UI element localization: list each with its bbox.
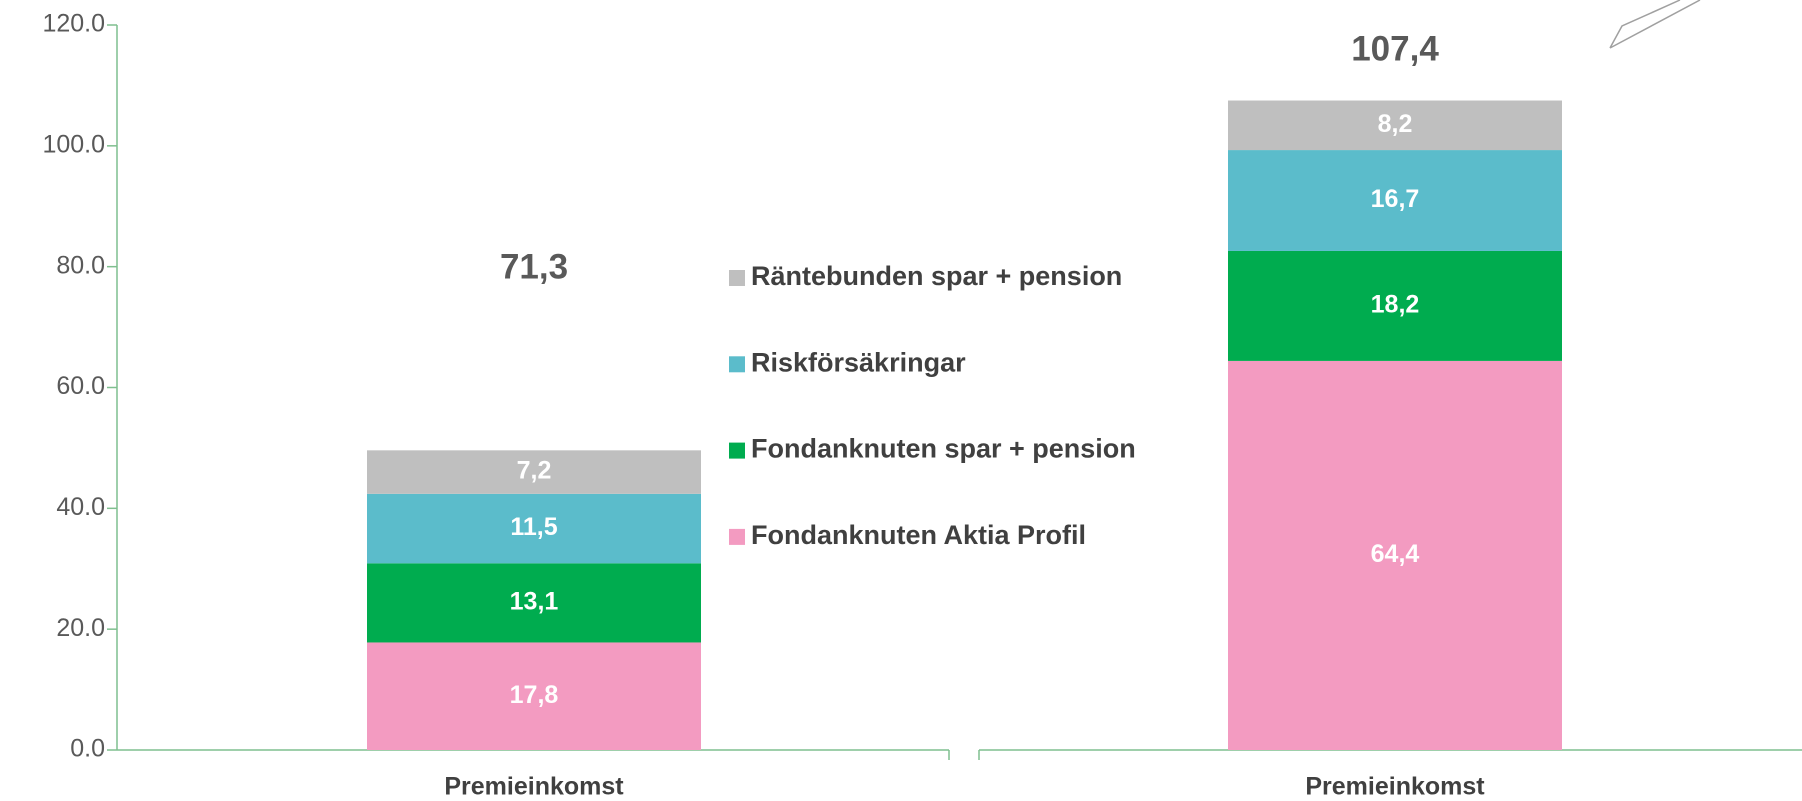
x-tick-label: Premieinkomst (1305, 773, 1485, 801)
data-label: 18,2 (1371, 291, 1420, 319)
y-tick-label: 20.0 (56, 614, 105, 642)
data-label: 11,5 (510, 513, 557, 541)
bar-segment (1228, 250, 1562, 361)
legend-swatch (729, 356, 745, 373)
legend-swatch (729, 270, 745, 286)
bar-segment (367, 642, 701, 750)
total-label: 107,4 (1351, 29, 1439, 68)
bar-segment (367, 493, 701, 564)
data-label: 7,2 (517, 457, 552, 485)
bar-segment (1228, 100, 1562, 151)
legend-swatch (729, 442, 745, 459)
y-tick-label: 60.0 (56, 372, 105, 400)
x-tick-label: Premieinkomst (444, 773, 624, 801)
bar-segment (367, 450, 701, 494)
y-tick-label: 120.0 (42, 10, 105, 38)
y-tick-label: 0.0 (70, 735, 105, 763)
bar-segment (1228, 360, 1562, 750)
legend-label: Fondanknuten Aktia Profil (751, 520, 1086, 550)
callout-shape (1609, 0, 1701, 49)
legend-label: Fondanknuten spar + pension (751, 434, 1136, 464)
legend-label: Räntebunden spar + pension (751, 261, 1122, 291)
y-tick-label: 100.0 (42, 130, 105, 158)
bar-segment (1228, 150, 1562, 251)
y-tick-label: 40.0 (56, 493, 105, 521)
total-label: 71,3 (500, 247, 568, 286)
data-label: 8,2 (1378, 110, 1413, 138)
legend-label: Riskförsäkringar (751, 347, 966, 377)
data-label: 16,7 (1371, 185, 1420, 213)
y-tick-label: 80.0 (56, 251, 105, 279)
legend-swatch (729, 528, 745, 545)
bar-segment (367, 563, 701, 643)
data-label: 64,4 (1371, 540, 1420, 568)
data-label: 17,8 (510, 681, 559, 709)
data-label: 13,1 (510, 587, 559, 615)
